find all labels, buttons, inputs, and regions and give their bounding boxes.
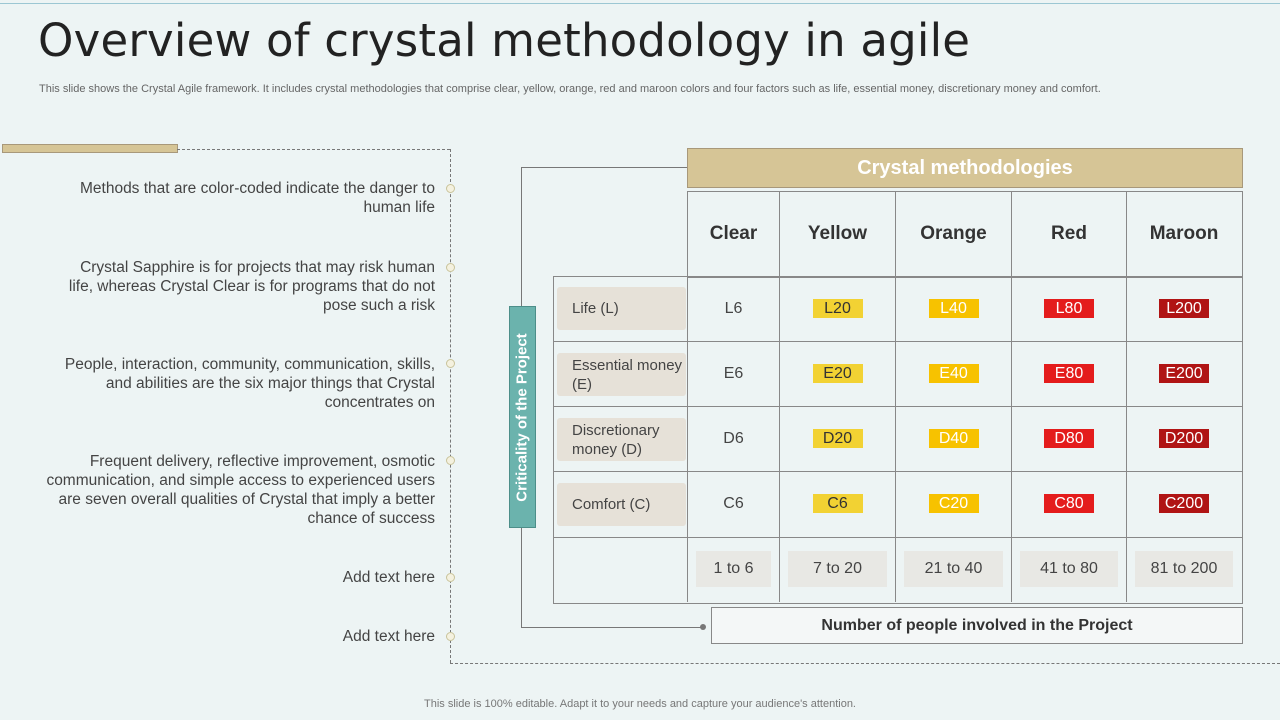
bullet-dot-icon	[446, 573, 455, 582]
cell-clear: C6	[688, 471, 779, 536]
column-header-maroon: Maroon	[1149, 223, 1219, 244]
cell-clear: D6	[688, 406, 779, 471]
risk-badge: D200	[1159, 429, 1209, 448]
risk-badge: C6	[812, 494, 863, 513]
grid-line	[1126, 191, 1127, 602]
cell-orange: E40	[896, 341, 1011, 406]
row-label-essential-money: Essential money (E)	[557, 353, 686, 396]
cell-maroon: D200	[1127, 406, 1241, 471]
people-range: 7 to 20	[788, 551, 887, 587]
risk-badge: E200	[1159, 364, 1209, 383]
grid-line	[553, 471, 1242, 472]
risk-badge: E40	[928, 364, 979, 383]
bullet-text: People, interaction, community, communic…	[64, 356, 435, 411]
risk-badge: E20	[812, 364, 863, 383]
dashed-divider-vertical	[450, 149, 451, 663]
bullet-dot-icon	[446, 456, 455, 465]
cell-yellow: C6	[780, 471, 895, 536]
cell-maroon: L200	[1127, 276, 1241, 341]
dashed-divider-bottom	[450, 663, 1280, 664]
footer-note: This slide is 100% editable. Adapt it to…	[424, 698, 856, 710]
cell-value: C6	[723, 494, 744, 512]
dashed-divider-top	[177, 149, 450, 150]
methodologies-header: Crystal methodologies	[687, 148, 1243, 188]
bullet-text: Frequent delivery, reflective improvemen…	[46, 453, 435, 527]
column-header-orange: Orange	[920, 223, 987, 244]
cell-maroon: C200	[1127, 471, 1241, 536]
grid-line	[553, 406, 1242, 407]
bullet-dot-icon	[446, 184, 455, 193]
top-accent-line	[0, 3, 1280, 4]
bullet-dot-icon	[446, 632, 455, 641]
page-title: Overview of crystal methodology in agile	[38, 14, 971, 67]
bullet-dot-icon	[446, 359, 455, 368]
criticality-label: Criticality of the Project	[509, 306, 536, 528]
cell-yellow: D20	[780, 406, 895, 471]
risk-badge: L40	[928, 299, 979, 318]
criticality-label-text: Criticality of the Project	[514, 332, 531, 502]
risk-badge: C200	[1159, 494, 1209, 513]
cell-orange: C20	[896, 471, 1011, 536]
risk-badge: L80	[1044, 299, 1094, 318]
cell-clear: E6	[688, 341, 779, 406]
risk-badge: D40	[928, 429, 979, 448]
bullet-text: Crystal Sapphire is for projects that ma…	[68, 259, 435, 314]
people-involved-label: Number of people involved in the Project	[711, 607, 1243, 644]
cell-red: D80	[1012, 406, 1126, 471]
cell-yellow: L20	[780, 276, 895, 341]
people-range: 41 to 80	[1020, 551, 1118, 587]
risk-badge: C80	[1044, 494, 1094, 513]
bullet-dot-icon	[446, 263, 455, 272]
cell-orange: L40	[896, 276, 1011, 341]
column-header-yellow: Yellow	[807, 223, 868, 244]
grid-line	[553, 537, 1242, 538]
grid-line	[779, 191, 780, 602]
cell-value: L6	[724, 299, 743, 317]
risk-badge: L20	[812, 299, 863, 318]
cell-red: E80	[1012, 341, 1126, 406]
page-subtitle: This slide shows the Crystal Agile frame…	[39, 83, 1101, 95]
grid-line	[553, 341, 1242, 342]
grid-line	[687, 191, 688, 602]
people-range: 1 to 6	[696, 551, 771, 587]
cell-red: C80	[1012, 471, 1126, 536]
cell-red: L80	[1012, 276, 1126, 341]
connector-line	[521, 627, 701, 628]
bullet-text: Add text here	[342, 569, 435, 586]
cell-clear: L6	[688, 276, 779, 341]
table-body-frame	[553, 276, 1243, 604]
risk-badge: D80	[1044, 429, 1094, 448]
connector-dot-icon	[700, 624, 706, 630]
risk-badge: D20	[812, 429, 863, 448]
cell-maroon: E200	[1127, 341, 1241, 406]
row-label-comfort: Comfort (C)	[557, 483, 686, 526]
risk-badge: L200	[1159, 299, 1209, 318]
accent-bar	[2, 144, 178, 153]
bullet-text: Add text here	[342, 628, 435, 645]
bullet-text: Methods that are color-coded indicate th…	[79, 180, 435, 216]
cell-yellow: E20	[780, 341, 895, 406]
row-label-life: Life (L)	[557, 287, 686, 330]
cell-value: E6	[723, 364, 744, 382]
cell-value: D6	[723, 429, 744, 447]
grid-line	[1011, 191, 1012, 602]
people-range: 81 to 200	[1135, 551, 1233, 587]
people-range: 21 to 40	[904, 551, 1003, 587]
risk-badge: C20	[928, 494, 979, 513]
cell-orange: D40	[896, 406, 1011, 471]
risk-badge: E80	[1044, 364, 1094, 383]
column-header-clear: Clear	[709, 223, 758, 244]
connector-line	[521, 167, 687, 168]
column-header-red: Red	[1051, 223, 1087, 244]
row-label-discretionary-money: Discretionary money (D)	[557, 418, 686, 461]
grid-line	[895, 191, 896, 602]
